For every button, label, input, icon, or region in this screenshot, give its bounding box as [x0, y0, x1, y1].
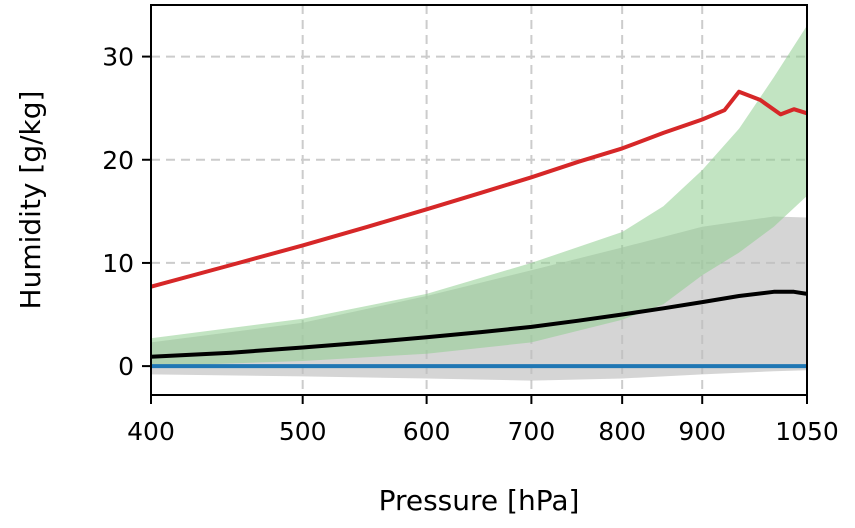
- series-line-2: [150, 289, 808, 359]
- bands: [151, 25, 807, 381]
- y-tick-label: 20: [102, 146, 134, 175]
- axis-ticks: 400 500 600 700 800 900 1050 0 10 20 30: [102, 43, 839, 446]
- y-tick-label: 10: [102, 249, 134, 278]
- x-tick-label: 900: [678, 417, 726, 446]
- y-axis-title: Humidity [g/kg]: [14, 91, 47, 310]
- x-tick-label: 400: [127, 417, 175, 446]
- x-axis-title: Pressure [hPa]: [379, 484, 580, 517]
- spread-band-2: [151, 25, 807, 367]
- y-tick-label: 0: [118, 352, 134, 381]
- x-tick-label: 1050: [775, 417, 839, 446]
- x-tick-label: 800: [598, 417, 646, 446]
- x-tick-label: 700: [508, 417, 556, 446]
- x-tick-label: 600: [403, 417, 451, 446]
- series-lines: [150, 89, 808, 369]
- x-tick-label: 500: [279, 417, 327, 446]
- y-tick-label: 30: [102, 43, 134, 72]
- plot-frame: [150, 4, 808, 396]
- series-line-3: [150, 89, 808, 289]
